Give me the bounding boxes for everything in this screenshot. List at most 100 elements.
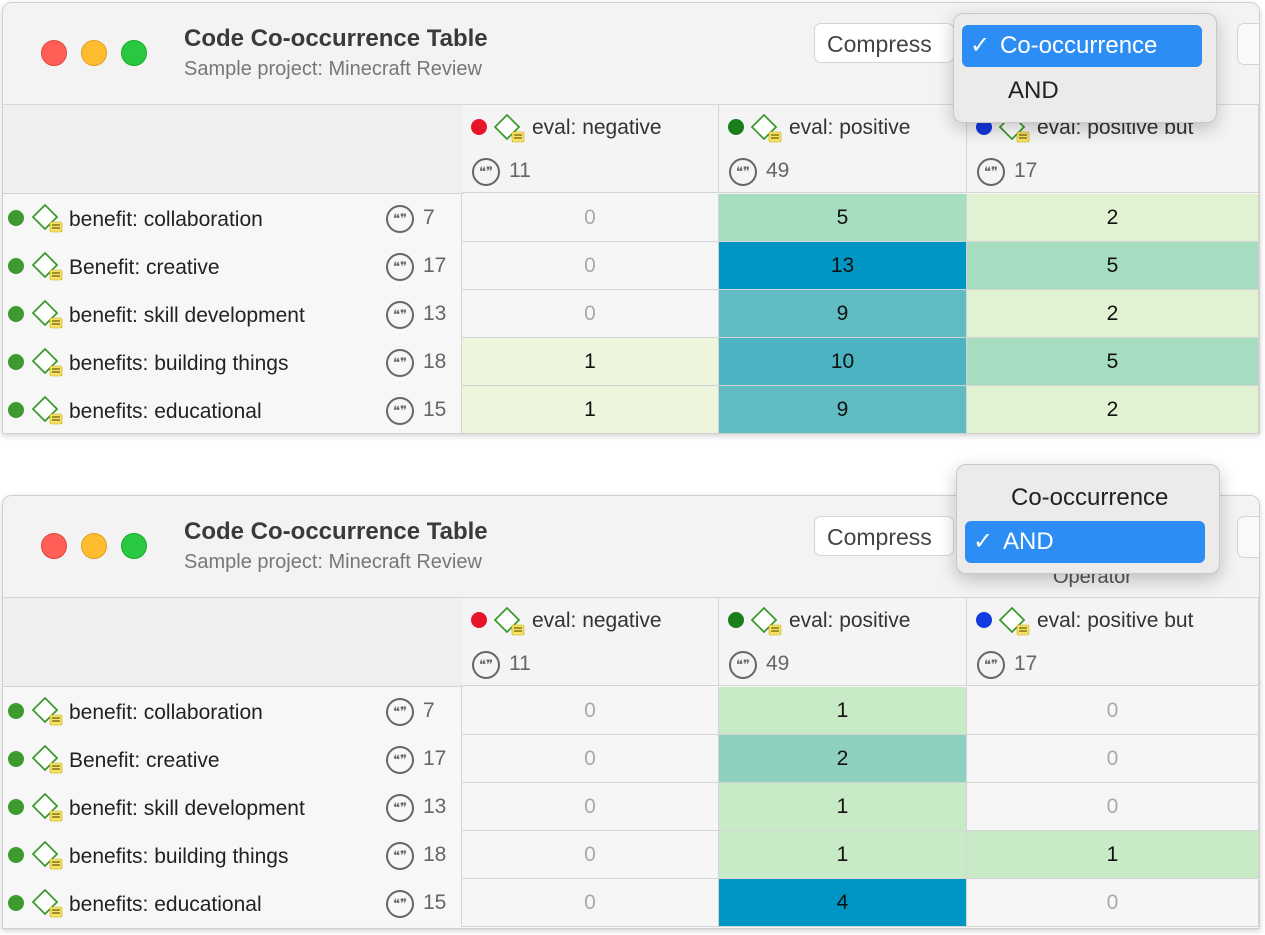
cooccurrence-cell[interactable]: 1 xyxy=(462,338,719,385)
menu-item-co-occurrence[interactable]: ✓ Co-occurrence xyxy=(962,25,1202,67)
row-header[interactable]: benefit: skill development ❝❞ 13 xyxy=(3,290,462,338)
cooccurrence-cell[interactable]: 1 xyxy=(967,831,1259,878)
cooccurrence-cell[interactable]: 0 xyxy=(967,735,1259,782)
cooccurrence-cell[interactable]: 0 xyxy=(462,783,719,830)
cooccurrence-cell[interactable]: 1 xyxy=(719,783,967,830)
svg-text:❝❞: ❝❞ xyxy=(393,897,407,912)
cooccurrence-cell[interactable]: 9 xyxy=(719,290,967,337)
window-subtitle: Sample project: Minecraft Review xyxy=(184,551,482,573)
code-color-dot xyxy=(8,799,24,815)
code-color-dot xyxy=(976,119,992,135)
code-icon xyxy=(31,395,65,433)
menu-item-and[interactable]: ✓ AND xyxy=(965,521,1205,563)
cooccurrence-cell[interactable]: 0 xyxy=(462,879,719,926)
cooccurrence-cell[interactable]: 0 xyxy=(462,290,719,337)
svg-text:❝❞: ❝❞ xyxy=(479,165,493,180)
zoom-window-button[interactable] xyxy=(121,40,147,66)
code-color-dot xyxy=(728,119,744,135)
cooccurrence-cell[interactable]: 5 xyxy=(967,338,1259,385)
cooccurrence-cell[interactable]: 0 xyxy=(462,194,719,241)
column-header-eval-negative[interactable]: eval: negative ❝❞ 11 xyxy=(462,105,719,193)
code-icon xyxy=(31,840,65,879)
row-header[interactable]: benefits: building things ❝❞ 18 xyxy=(3,338,462,386)
cooccurrence-cell[interactable]: 1 xyxy=(462,386,719,433)
compress-button[interactable]: Compress xyxy=(814,23,954,63)
row-header[interactable]: benefits: building things ❝❞ 18 xyxy=(3,831,462,879)
menu-item-label: AND xyxy=(1003,528,1054,555)
compress-button[interactable]: Compress xyxy=(814,516,954,556)
cooccurrence-cell[interactable]: 2 xyxy=(967,290,1259,337)
cooccurrence-cell[interactable]: 2 xyxy=(967,194,1259,241)
quotation-icon: ❝❞ xyxy=(385,889,415,924)
column-header-eval-positive-but[interactable]: eval: positive but ❝❞ 17 xyxy=(967,598,1259,686)
column-quotation-count: 49 xyxy=(766,159,790,182)
svg-text:❝❞: ❝❞ xyxy=(393,260,407,275)
code-color-dot xyxy=(8,354,24,370)
menu-item-co-occurrence[interactable]: Co-occurrence xyxy=(965,477,1205,519)
row-header[interactable]: benefit: collaboration ❝❞ 7 xyxy=(3,687,462,735)
row-header[interactable]: benefits: educational ❝❞ 15 xyxy=(3,879,462,927)
table-row: benefit: skill development ❝❞ 13 0 9 2 xyxy=(3,290,1259,338)
column-code-name: eval: negative xyxy=(532,609,662,632)
column-code-name: eval: negative xyxy=(532,116,662,139)
row-header[interactable]: benefit: collaboration ❝❞ 7 xyxy=(3,194,462,242)
code-color-dot xyxy=(728,612,744,628)
column-code-name: eval: positive xyxy=(789,116,911,139)
quotation-icon: ❝❞ xyxy=(385,252,415,287)
quotation-icon: ❝❞ xyxy=(385,348,415,383)
column-header-eval-positive[interactable]: eval: positive ❝❞ 49 xyxy=(719,105,967,193)
close-window-button[interactable] xyxy=(41,40,67,66)
cooccurrence-cell[interactable]: 0 xyxy=(967,783,1259,830)
column-quotation-count: 11 xyxy=(509,159,531,182)
code-color-dot xyxy=(8,703,24,719)
code-color-dot xyxy=(8,258,24,274)
cooccurrence-cell[interactable]: 5 xyxy=(967,242,1259,289)
quotation-icon: ❝❞ xyxy=(471,157,501,192)
operator-dropdown-menu[interactable]: Co-occurrence ✓ AND xyxy=(956,464,1220,574)
cooccurrence-cell[interactable]: 1 xyxy=(719,687,967,734)
cooccurrence-cell[interactable]: 0 xyxy=(462,831,719,878)
minimize-window-button[interactable] xyxy=(81,40,107,66)
cooccurrence-cell[interactable]: 0 xyxy=(967,687,1259,734)
column-quotation-count: 17 xyxy=(1014,652,1038,675)
cooccurrence-cell[interactable]: 1 xyxy=(719,831,967,878)
cooccurrence-cell[interactable]: 2 xyxy=(719,735,967,782)
cooccurrence-cell[interactable]: 5 xyxy=(719,194,967,241)
code-color-dot xyxy=(8,402,24,418)
row-quotation-count: 15 xyxy=(423,891,447,914)
cooccurrence-cell[interactable]: 0 xyxy=(462,242,719,289)
row-header[interactable]: Benefit: creative ❝❞ 17 xyxy=(3,735,462,783)
toolbar-button[interactable] xyxy=(1237,23,1259,65)
row-header[interactable]: Benefit: creative ❝❞ 17 xyxy=(3,242,462,290)
cooccurrence-cell[interactable]: 0 xyxy=(462,687,719,734)
row-code-name: Benefit: creative xyxy=(69,256,220,279)
quotation-icon: ❝❞ xyxy=(385,300,415,335)
svg-text:❝❞: ❝❞ xyxy=(984,165,998,180)
row-code-name: benefits: educational xyxy=(69,893,262,916)
toolbar-button[interactable] xyxy=(1237,516,1259,558)
code-color-dot xyxy=(8,751,24,767)
close-window-button[interactable] xyxy=(41,533,67,559)
column-header-eval-negative[interactable]: eval: negative ❝❞ 11 xyxy=(462,598,719,686)
operator-dropdown-menu[interactable]: ✓ Co-occurrence AND xyxy=(953,13,1217,123)
svg-text:❝❞: ❝❞ xyxy=(736,658,750,673)
menu-item-and[interactable]: AND xyxy=(962,70,1202,112)
quotation-icon: ❝❞ xyxy=(385,204,415,239)
cooccurrence-cell[interactable]: 4 xyxy=(719,879,967,926)
row-code-name: benefits: educational xyxy=(69,400,262,423)
cooccurrence-cell[interactable]: 0 xyxy=(462,735,719,782)
code-icon xyxy=(750,113,784,152)
cooccurrence-cell[interactable]: 0 xyxy=(967,879,1259,926)
zoom-window-button[interactable] xyxy=(121,533,147,559)
cooccurrence-cell[interactable]: 2 xyxy=(967,386,1259,433)
cooccurrence-cell[interactable]: 9 xyxy=(719,386,967,433)
cooccurrence-cell[interactable]: 10 xyxy=(719,338,967,385)
row-quotation-count: 7 xyxy=(423,699,435,722)
cooccurrence-cell[interactable]: 13 xyxy=(719,242,967,289)
minimize-window-button[interactable] xyxy=(81,533,107,559)
row-header[interactable]: benefits: educational ❝❞ 15 xyxy=(3,386,462,433)
row-header[interactable]: benefit: skill development ❝❞ 13 xyxy=(3,783,462,831)
table-row: Benefit: creative ❝❞ 17 0 13 5 xyxy=(3,242,1259,290)
menu-item-label: Co-occurrence xyxy=(1000,32,1158,59)
column-header-eval-positive[interactable]: eval: positive ❝❞ 49 xyxy=(719,598,967,686)
